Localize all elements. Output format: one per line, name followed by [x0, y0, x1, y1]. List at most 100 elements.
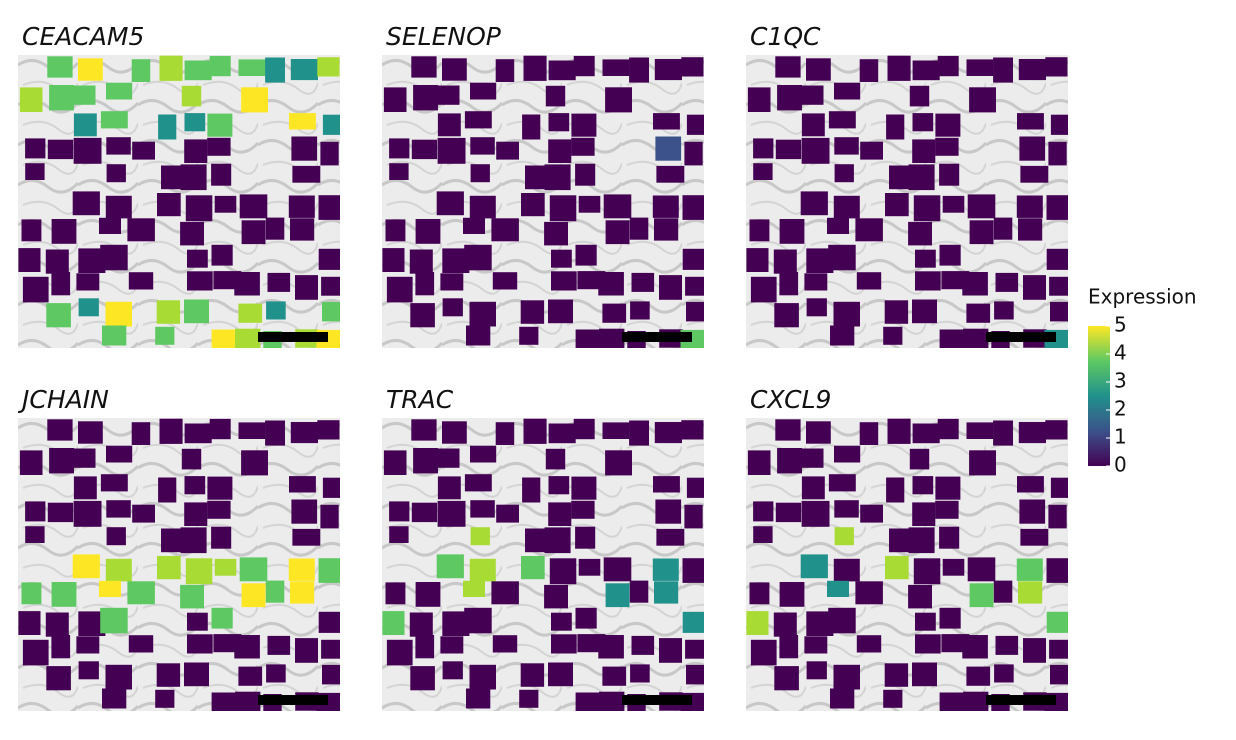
cell — [654, 59, 682, 81]
cell — [909, 448, 930, 470]
scale-bar — [986, 695, 1056, 705]
cell — [935, 137, 959, 156]
panel — [382, 55, 704, 348]
cell — [45, 612, 69, 637]
cell — [779, 582, 805, 607]
cell — [774, 666, 799, 691]
cell — [521, 193, 545, 217]
cell — [132, 504, 155, 523]
cell — [749, 219, 770, 242]
cell — [106, 164, 126, 183]
cell — [106, 500, 131, 518]
cell — [1050, 301, 1068, 322]
cell — [157, 193, 181, 217]
cell — [1048, 504, 1067, 529]
cell — [859, 422, 879, 445]
cell — [289, 476, 316, 493]
cell — [492, 272, 518, 290]
cell — [128, 635, 154, 653]
cell — [184, 662, 209, 687]
cell — [993, 580, 1013, 603]
cell — [544, 221, 568, 246]
cell — [605, 450, 632, 476]
cell — [969, 220, 994, 245]
cell — [942, 195, 965, 213]
cell — [575, 329, 602, 348]
cell — [207, 476, 233, 500]
cell — [655, 136, 682, 161]
cell — [209, 55, 231, 77]
cell — [290, 218, 315, 241]
cell — [1016, 195, 1043, 218]
cell — [1046, 195, 1068, 220]
cell — [411, 139, 438, 160]
cell — [685, 639, 704, 659]
cell — [804, 636, 828, 654]
cell — [779, 635, 799, 659]
cell — [856, 272, 882, 290]
cell — [804, 273, 828, 291]
cell — [912, 139, 936, 163]
cell — [523, 55, 547, 81]
cell — [802, 85, 824, 105]
cell — [774, 303, 799, 328]
cell — [834, 445, 861, 463]
cell — [466, 325, 491, 346]
cell — [464, 111, 492, 129]
cell — [747, 87, 771, 112]
cell — [994, 664, 1014, 683]
cell — [549, 558, 577, 585]
cell — [321, 639, 340, 659]
cell — [686, 664, 704, 685]
cell — [438, 448, 460, 468]
cell — [106, 82, 133, 100]
cell — [184, 423, 212, 444]
cell — [266, 301, 286, 320]
cell — [436, 554, 464, 579]
cell — [802, 448, 824, 468]
cell — [575, 244, 597, 266]
cell — [1048, 141, 1067, 166]
cell — [106, 445, 133, 463]
cell — [571, 476, 597, 500]
cell — [779, 272, 799, 296]
cell — [939, 526, 960, 549]
cell — [288, 195, 315, 218]
cell — [833, 301, 860, 327]
tick-label: 2 — [1114, 397, 1127, 421]
cell — [656, 165, 685, 183]
cell — [834, 164, 854, 183]
cell — [520, 663, 545, 687]
cell — [25, 138, 46, 159]
scale-bar — [258, 332, 328, 342]
cell — [773, 612, 797, 637]
cell — [548, 299, 573, 324]
cell — [915, 612, 936, 631]
cell — [207, 137, 231, 156]
cell — [935, 500, 959, 519]
cell — [575, 607, 597, 629]
cell — [629, 57, 649, 83]
cell — [78, 661, 99, 680]
cell — [937, 55, 959, 77]
cell — [860, 141, 883, 160]
cell — [686, 114, 704, 135]
cell — [828, 244, 856, 271]
cell — [464, 244, 492, 271]
cell — [548, 502, 572, 526]
cell — [18, 248, 41, 272]
cell — [889, 165, 914, 190]
cell — [290, 422, 318, 444]
cell — [935, 113, 961, 137]
cell — [76, 273, 100, 291]
cell — [21, 219, 42, 242]
cell — [578, 558, 601, 576]
cell — [18, 611, 41, 635]
cell — [185, 558, 213, 585]
cell — [525, 528, 550, 553]
cell — [551, 612, 572, 631]
cell — [937, 418, 959, 440]
cell — [749, 582, 770, 605]
cell — [993, 420, 1013, 446]
cell — [682, 611, 704, 633]
